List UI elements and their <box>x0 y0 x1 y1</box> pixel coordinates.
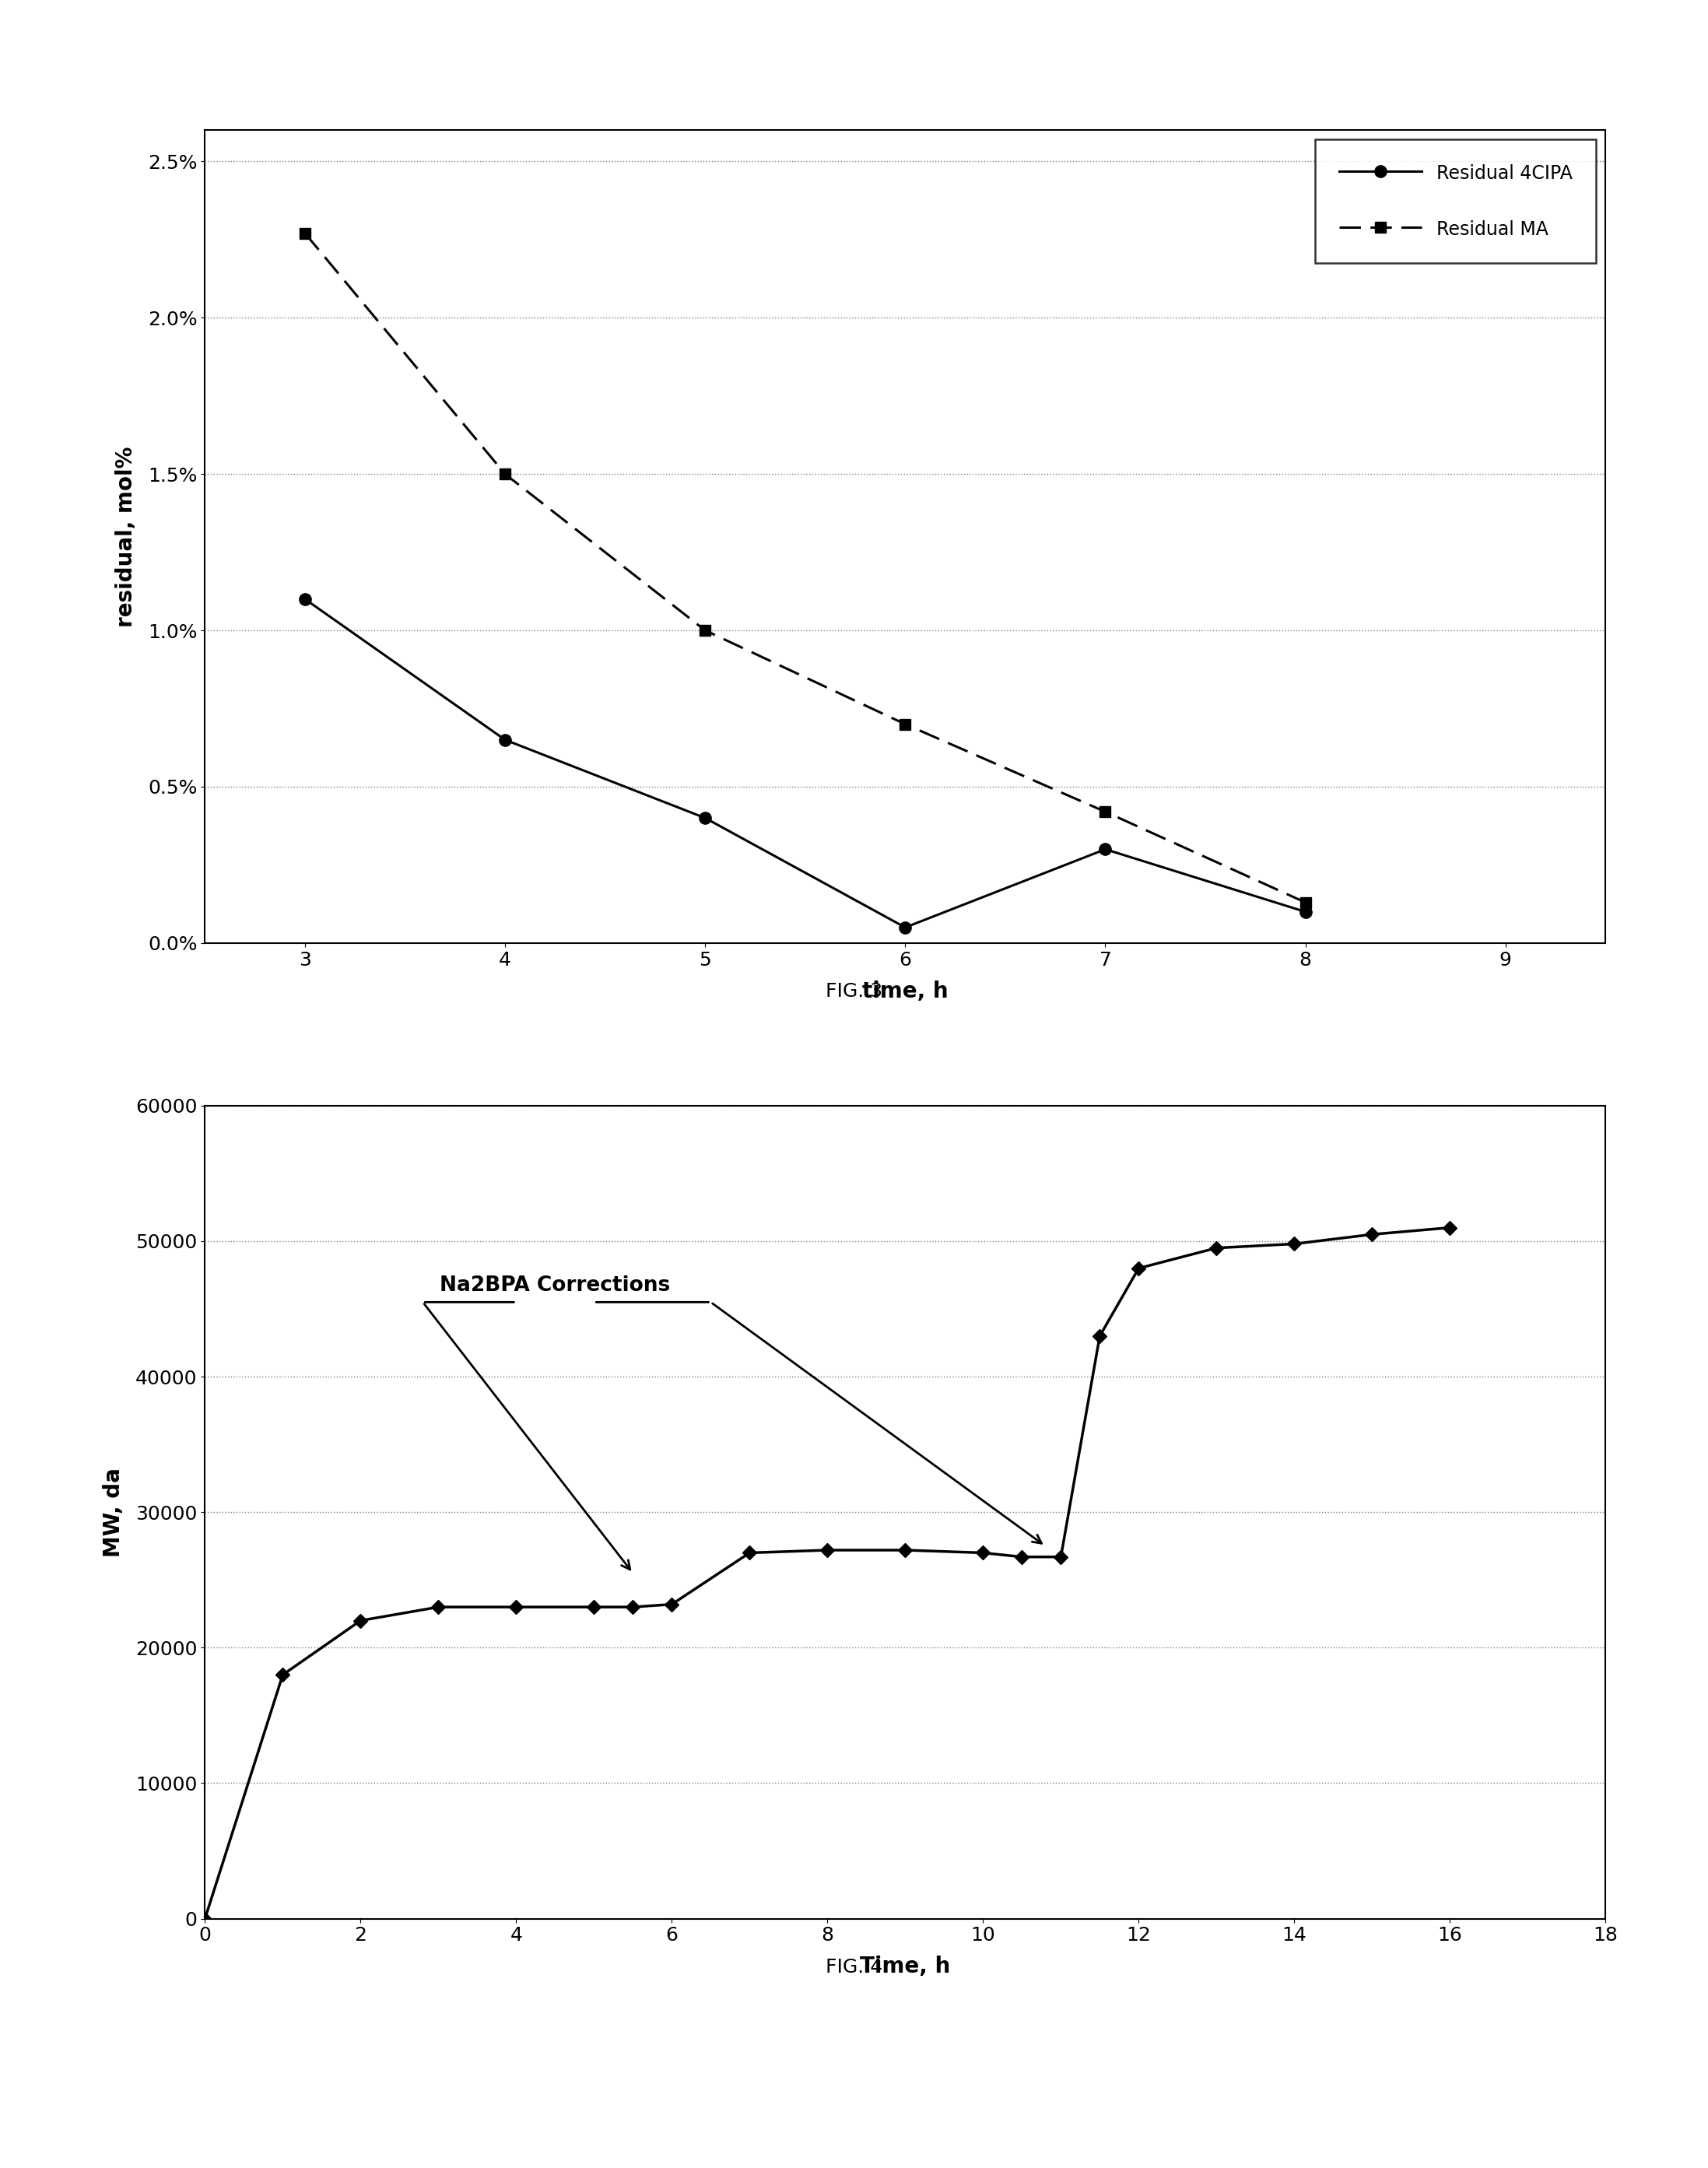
Residual 4CIPA <box>895 915 915 941</box>
Legend: Residual 4CIPA, Residual MA: Residual 4CIPA, Residual MA <box>1315 139 1597 262</box>
Residual 4CIPA <box>695 804 716 830</box>
Text: FIG. 4: FIG. 4 <box>825 1958 883 1977</box>
X-axis label: time, h: time, h <box>863 980 948 1002</box>
Residual MA <box>1095 798 1115 824</box>
Y-axis label: MW, da: MW, da <box>102 1468 125 1557</box>
Residual MA <box>895 711 915 737</box>
Y-axis label: residual, mol%: residual, mol% <box>116 447 137 627</box>
Line: Residual MA: Residual MA <box>299 228 1310 908</box>
Text: FIG. 3: FIG. 3 <box>825 982 883 1002</box>
Residual 4CIPA <box>495 726 516 752</box>
Residual MA <box>495 462 516 488</box>
Residual MA <box>295 221 316 247</box>
Residual MA <box>695 618 716 644</box>
Line: Residual 4CIPA: Residual 4CIPA <box>299 594 1312 934</box>
Residual 4CIPA <box>1295 900 1315 926</box>
X-axis label: Time, h: Time, h <box>861 1956 950 1977</box>
Residual MA <box>1295 889 1315 915</box>
Text: Na2BPA Corrections: Na2BPA Corrections <box>441 1275 670 1294</box>
Residual 4CIPA <box>1095 837 1115 863</box>
Residual 4CIPA <box>295 585 316 611</box>
